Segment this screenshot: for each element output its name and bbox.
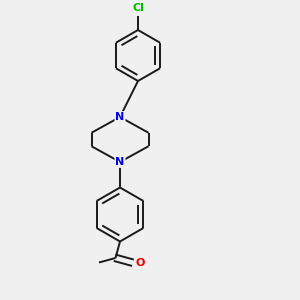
- Text: N: N: [116, 112, 124, 122]
- Text: N: N: [116, 157, 124, 167]
- Text: Cl: Cl: [132, 3, 144, 13]
- Text: O: O: [136, 257, 145, 268]
